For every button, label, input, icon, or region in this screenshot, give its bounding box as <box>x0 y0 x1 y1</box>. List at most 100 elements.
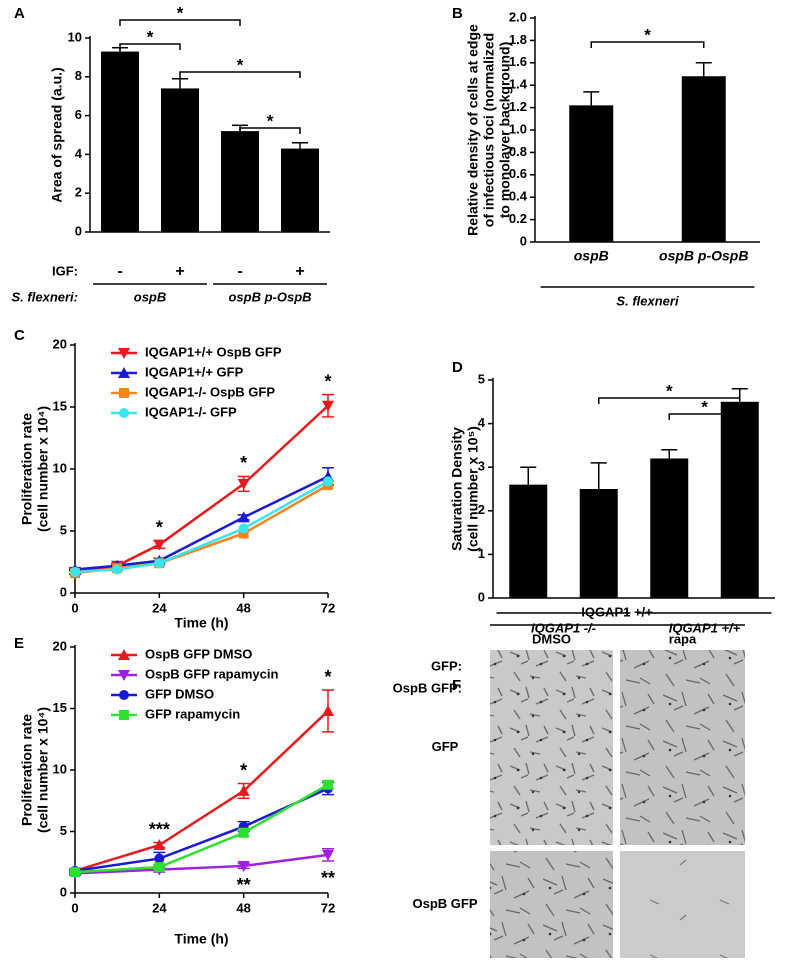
data-point <box>237 860 250 872</box>
panel-letter: D <box>452 359 463 376</box>
row-label: + <box>175 263 184 280</box>
group-label: IQGAP1 +/+ <box>669 620 741 635</box>
y-tick-label: 1.2 <box>509 99 527 114</box>
y-axis-title: (cell number x 10⁴) <box>35 406 51 532</box>
data-point <box>237 478 250 490</box>
significance-bracket <box>119 43 181 50</box>
significance-label: * <box>147 27 154 46</box>
bar <box>650 458 689 598</box>
x-tick-label: ospB p-OspB <box>659 248 748 264</box>
y-tick-label: 0 <box>60 584 67 599</box>
micrograph <box>490 851 613 958</box>
annotation: ** <box>237 875 251 895</box>
significance-label: * <box>644 25 651 44</box>
y-tick-label: 3 <box>478 459 485 474</box>
x-tick-label: 24 <box>152 900 167 915</box>
y-tick-label: 6 <box>75 107 82 122</box>
data-point <box>70 566 80 577</box>
y-tick-label: 1.6 <box>509 54 527 69</box>
bar <box>161 88 199 232</box>
y-axis-title: (cell number x 10⁴) <box>35 707 51 833</box>
significance-bracket <box>179 71 301 78</box>
row-label: - <box>117 263 122 280</box>
significance-label: * <box>267 111 274 130</box>
group-label: ospB <box>134 289 167 304</box>
y-axis-title: Relative density of cells at edge <box>465 24 481 236</box>
annotation: * <box>156 518 163 538</box>
significance-label: * <box>237 55 244 74</box>
y-tick-label: 4 <box>478 415 486 430</box>
panel-letter: C <box>14 327 25 344</box>
row-label: GFP <box>432 739 459 754</box>
x-axis-title: Time (h) <box>174 615 228 631</box>
annotation: ** <box>321 868 335 888</box>
y-tick-label: 1.0 <box>509 121 527 136</box>
legend-marker <box>119 690 129 700</box>
significance-bracket <box>598 397 741 404</box>
bar <box>569 105 614 242</box>
y-tick-label: 0 <box>75 223 82 238</box>
y-axis-title: Proliferation rate <box>19 413 35 525</box>
legend-marker <box>119 710 129 720</box>
y-tick-label: 0.4 <box>509 189 528 204</box>
series-line <box>74 484 329 575</box>
series-line <box>74 853 329 875</box>
x-tick-label: 72 <box>321 600 335 615</box>
annotation: *** <box>149 819 170 839</box>
data-point <box>153 839 166 851</box>
data-point <box>70 867 80 878</box>
y-tick-label: 15 <box>53 398 67 413</box>
data-point <box>322 400 334 412</box>
data-point <box>112 564 123 575</box>
y-tick-label: 2 <box>478 502 485 517</box>
significance-label: * <box>177 3 184 22</box>
micrograph <box>620 650 745 845</box>
x-axis-title: Time (h) <box>174 931 228 947</box>
data-point <box>237 784 250 796</box>
significance-bracket <box>668 413 741 420</box>
y-tick-label: 0 <box>520 233 527 248</box>
data-point <box>323 779 333 790</box>
legend-marker <box>118 348 130 359</box>
micrograph <box>490 650 613 845</box>
legend-label: IQGAP1+/+ OspB GFP <box>145 344 282 359</box>
legend-label: OspB GFP rapamycin <box>145 666 278 681</box>
significance-label: * <box>701 397 708 416</box>
legend-label: IQGAP1+/+ GFP <box>145 364 244 379</box>
data-point <box>238 523 249 534</box>
data-point <box>322 704 334 716</box>
y-tick-label: 20 <box>53 638 67 653</box>
panel-letter: A <box>14 5 25 22</box>
row-title: OspB GFP: <box>393 680 462 695</box>
y-tick-label: 0.2 <box>509 211 527 226</box>
legend-label: IQGAP1-/- OspB GFP <box>145 384 275 399</box>
y-tick-label: 20 <box>53 336 67 351</box>
row-title: GFP: <box>431 658 462 673</box>
legend-marker <box>119 408 129 418</box>
panel-letter: F <box>452 677 461 694</box>
bar <box>509 484 548 598</box>
panel-letter: B <box>452 5 463 22</box>
y-tick-label: 1.8 <box>509 32 527 47</box>
column-label: DMSO <box>532 631 571 646</box>
legend-marker <box>118 670 130 681</box>
significance-bracket <box>590 41 705 48</box>
bar <box>681 76 726 243</box>
y-tick-label: 0 <box>60 884 67 899</box>
group-title: S. flexneri: <box>12 289 78 304</box>
data-point <box>237 511 250 523</box>
y-tick-label: 10 <box>53 460 67 475</box>
bar <box>221 131 259 232</box>
row-label: OspB GFP <box>412 896 477 911</box>
y-tick-label: 5 <box>60 522 67 537</box>
data-point <box>154 853 165 864</box>
y-tick-label: 1 <box>478 546 485 561</box>
data-point <box>323 476 333 487</box>
legend-marker <box>119 388 129 398</box>
legend-marker <box>118 367 130 378</box>
y-tick-label: 0 <box>478 589 485 604</box>
legend-label: IQGAP1-/- GFP <box>145 404 237 419</box>
x-tick-label: 48 <box>236 600 250 615</box>
series-line <box>74 475 329 571</box>
